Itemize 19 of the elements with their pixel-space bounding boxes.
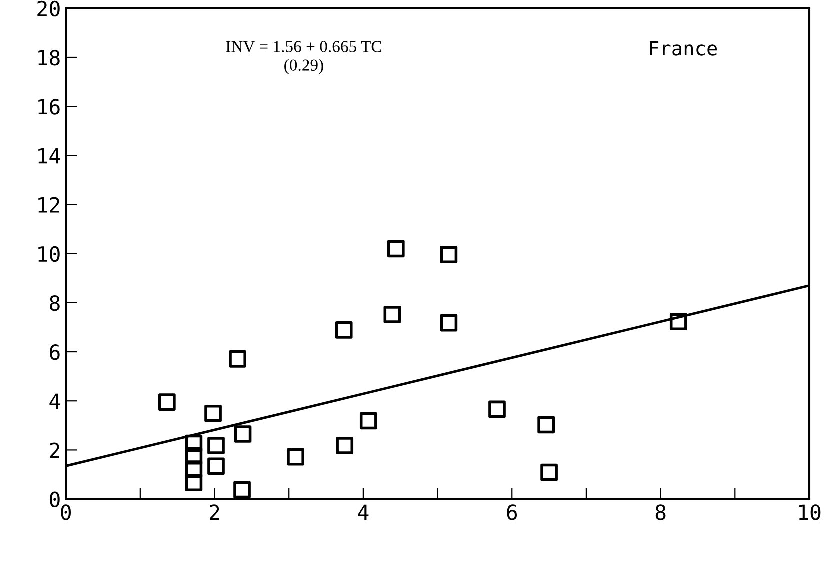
x-tick-label: 8 [656,504,666,520]
x-tick-label: 2 [210,504,220,520]
y-tick-label: 8 [50,295,60,312]
y-tick-label: 2 [50,442,60,458]
x-tick-label: 6 [507,504,518,520]
y-tick-label: 4 [50,394,60,410]
y-tick-label: 14 [38,148,60,164]
x-tick-label: 10 [799,504,821,520]
y-tick-label: 6 [50,344,60,360]
y-tick-label: 16 [38,99,60,115]
y-tick-label: 20 [38,0,60,17]
annotation: France [650,41,718,56]
annotation: INV = 1.56 + 0.665 TC (0.29) [226,41,382,74]
y-tick-label: 12 [38,197,60,213]
x-tick-label: 0 [61,504,71,520]
x-tick-label: 4 [358,504,369,520]
y-tick-label: 18 [38,50,60,66]
y-tick-label: 0 [50,492,60,508]
y-tick-label: 10 [38,246,60,262]
